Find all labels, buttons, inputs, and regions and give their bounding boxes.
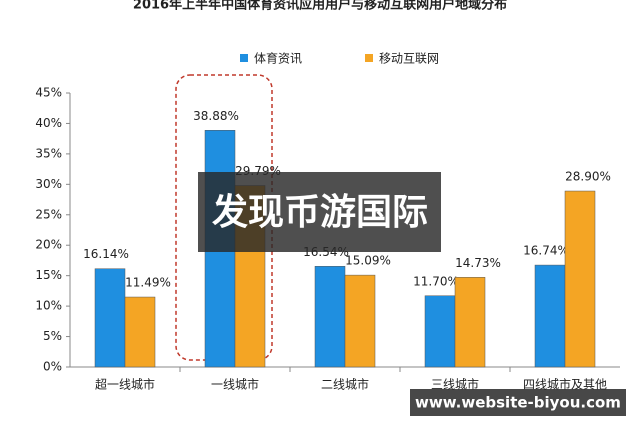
x-tick-label: 四线城市及其他 [523,377,607,392]
y-tick-label: 10% [35,299,62,313]
value-label: 11.70% [413,274,459,288]
value-label: 16.74% [523,244,569,258]
url-text: www.website-biyou.com [415,394,621,412]
x-tick-label: 二线城市 [321,377,369,392]
bar [314,266,346,368]
value-label: 28.90% [565,170,611,184]
y-tick-label: 35% [35,146,62,160]
legend-swatch [365,54,373,62]
x-tick-label: 三线城市 [431,377,479,392]
y-tick-label: 5% [43,329,62,343]
bar [424,295,456,368]
bar [534,264,566,368]
legend-swatch [240,54,248,62]
legend-label: 体育资讯 [254,51,302,66]
x-tick-label: 超一线城市 [95,377,155,392]
bar [344,274,376,368]
value-label: 11.49% [125,276,171,290]
value-label: 14.73% [455,256,501,270]
y-tick-label: 40% [35,116,62,130]
value-label: 16.14% [83,247,129,261]
x-tick-label: 一线城市 [211,377,259,392]
y-tick-label: 45% [35,86,62,100]
chart-title: 2016年上半年中国体育资讯应用用户与移动互联网用户地域分布 [133,0,507,13]
url-bg [410,389,626,416]
y-tick-label: 25% [35,207,62,221]
y-tick-label: 0% [43,360,62,374]
bar [564,190,596,368]
value-label: 15.09% [345,254,391,268]
y-tick-label: 30% [35,177,62,191]
banner-text: 发现币游国际 [212,192,428,233]
y-tick-label: 20% [35,238,62,252]
legend-label: 移动互联网 [379,52,439,66]
value-label: 38.88% [193,109,239,123]
bar [124,296,156,368]
bar [454,277,486,368]
bar [94,268,126,368]
y-tick-label: 15% [35,268,62,282]
banner-bg [198,172,441,252]
